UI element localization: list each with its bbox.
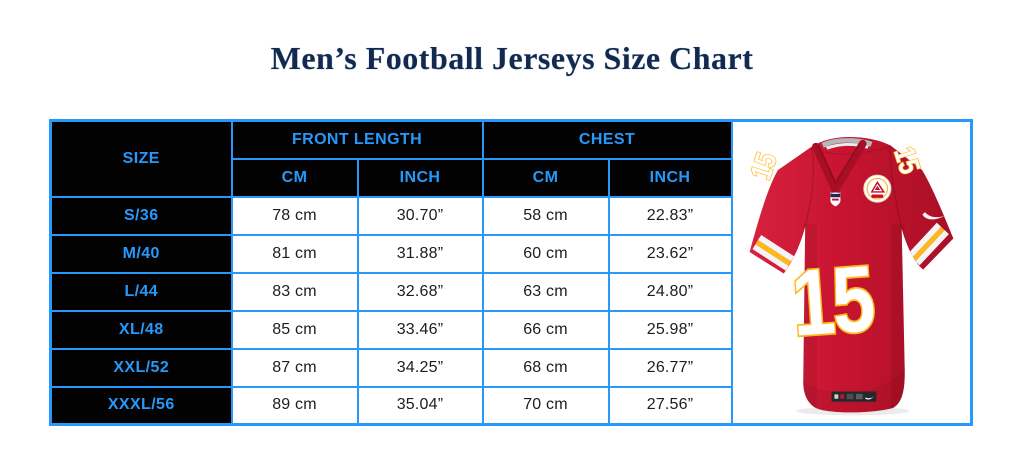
size-label: XXL/52 [49, 347, 233, 388]
jersey-illustration: 15 15 15 [743, 136, 954, 415]
table-row: XXL/52 87 cm 34.25” 68 cm 26.77” [49, 347, 972, 388]
size-label: M/40 [49, 233, 233, 274]
size-label: L/44 [49, 271, 233, 312]
jersey-body [749, 136, 954, 412]
front-length-inch: 30.70” [356, 195, 484, 236]
chest-cm: 60 cm [481, 233, 610, 274]
front-length-inch: 35.04” [356, 385, 484, 426]
nike-swoosh-icon [922, 211, 946, 219]
table-row: XXXL/56 89 cm 35.04” 70 cm 27.56” [49, 385, 972, 426]
front-length-inch: 34.25” [356, 347, 484, 388]
col-header-chest: CHEST [481, 119, 733, 160]
chest-cm: 63 cm [481, 271, 610, 312]
front-length-cm: 78 cm [230, 195, 359, 236]
jersey-vneck-seam [818, 142, 861, 184]
front-length-cm: 87 cm [230, 347, 359, 388]
size-label: XXXL/56 [49, 385, 233, 426]
svg-text:15: 15 [789, 247, 878, 356]
chest-cm: 66 cm [481, 309, 610, 350]
header-row-units: CM INCH CM INCH [51, 157, 972, 198]
size-label: S/36 [49, 195, 233, 236]
chest-inch: 22.83” [607, 195, 733, 236]
jersey-vneck [812, 139, 867, 194]
front-length-inch: 31.88” [356, 233, 484, 274]
chest-cm: 68 cm [481, 347, 610, 388]
team-patch-icon [863, 174, 892, 203]
left-sleeve-stripes [752, 234, 795, 271]
col-header-front-length: FRONT LENGTH [230, 119, 484, 160]
front-length-cm: 89 cm [230, 385, 359, 426]
right-sleeve-stripes [907, 222, 950, 265]
col-header-chest-cm: CM [481, 157, 610, 198]
jock-tag [831, 390, 877, 402]
chest-cm: 58 cm [481, 195, 610, 236]
front-length-cm: 81 cm [230, 233, 359, 274]
front-length-cm: 85 cm [230, 309, 359, 350]
size-chart-table: SIZE FRONT LENGTH CHEST [49, 119, 974, 426]
chest-inch: 24.80” [607, 271, 733, 312]
jersey-product-image: 15 15 15 [733, 125, 971, 421]
nfl-shield-icon [830, 191, 841, 206]
col-header-size: SIZE [49, 119, 233, 198]
chest-inch: 26.77” [607, 347, 733, 388]
front-length-cm: 83 cm [230, 271, 359, 312]
table-row: S/36 78 cm 30.70” 58 cm 22.83” [49, 195, 972, 236]
header-row-groups: SIZE FRONT LENGTH CHEST [49, 119, 973, 426]
chest-cm: 70 cm [481, 385, 610, 426]
col-header-front-cm: CM [230, 157, 359, 198]
jersey-back-collar [822, 137, 873, 148]
table-row: L/44 83 cm 32.68” 63 cm 24.80” [49, 271, 972, 312]
chest-inch: 27.56” [607, 385, 733, 426]
front-length-inch: 33.46” [356, 309, 484, 350]
table-row: M/40 81 cm 31.88” 60 cm 23.62” [49, 233, 972, 274]
chest-inch: 23.62” [607, 233, 733, 274]
col-header-chest-inch: INCH [607, 157, 733, 198]
col-header-front-inch: INCH [356, 157, 484, 198]
front-length-inch: 32.68” [356, 271, 484, 312]
jersey-chest-number: 15 [787, 245, 879, 358]
chest-inch: 25.98” [607, 309, 733, 350]
size-label: XL/48 [49, 309, 233, 350]
jersey-product-image-cell: 15 15 15 [730, 119, 973, 426]
table-row: XL/48 85 cm 33.46” 66 cm 25.98” [49, 309, 972, 350]
page-title: Men’s Football Jerseys Size Chart [270, 40, 754, 76]
